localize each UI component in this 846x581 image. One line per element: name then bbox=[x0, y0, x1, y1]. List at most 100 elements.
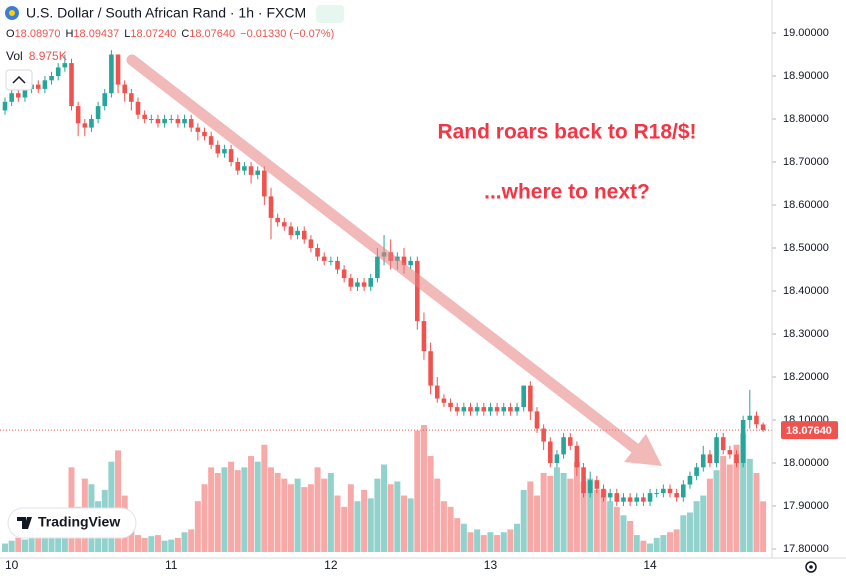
candle-body bbox=[69, 63, 74, 107]
volume-bar bbox=[700, 495, 707, 552]
volume-bar bbox=[633, 535, 640, 552]
volume-bar bbox=[460, 523, 467, 552]
candle-body bbox=[16, 93, 21, 98]
volume-bar bbox=[188, 529, 195, 552]
candle-body bbox=[135, 101, 141, 115]
volume-bar bbox=[520, 489, 527, 552]
volume-bar bbox=[8, 540, 15, 552]
volume-bar bbox=[307, 484, 314, 552]
volume-bar bbox=[746, 458, 753, 552]
candle-body bbox=[601, 488, 606, 498]
y-tick-label: 18.20000 bbox=[783, 371, 829, 383]
volume-bar bbox=[21, 539, 28, 552]
volume-bar bbox=[181, 532, 188, 552]
legend-key: O bbox=[6, 28, 15, 40]
candle-body bbox=[235, 162, 241, 171]
candle-body bbox=[607, 493, 613, 498]
volume-bar bbox=[135, 535, 141, 552]
volume-bar bbox=[361, 489, 368, 552]
collapse-icon bbox=[12, 75, 26, 84]
candle-body bbox=[215, 144, 221, 154]
volume-bar bbox=[600, 489, 607, 552]
candle-body bbox=[760, 424, 766, 431]
candle-body bbox=[548, 441, 553, 463]
candle-body bbox=[541, 428, 546, 442]
candle-body bbox=[661, 488, 666, 494]
volume-bar bbox=[407, 498, 414, 552]
candle-body bbox=[687, 475, 693, 485]
volume-bar bbox=[341, 506, 348, 552]
candle-body bbox=[301, 230, 307, 240]
x-tick-label: 11 bbox=[165, 558, 178, 572]
volume-bar bbox=[287, 484, 294, 552]
ohlc-legend: O 18.08970 H 18.09437 L 18.07240 C 18.07640 −0.0… bbox=[6, 28, 334, 40]
legend-value: 18.08970 bbox=[15, 28, 61, 40]
candle-body bbox=[747, 415, 753, 420]
candle-body bbox=[35, 84, 41, 89]
arrow-head bbox=[624, 434, 662, 466]
candle-body bbox=[614, 493, 620, 502]
candle-body bbox=[62, 63, 68, 68]
volume-bar bbox=[274, 472, 281, 552]
volume-bar bbox=[733, 444, 740, 552]
candle-body bbox=[408, 260, 413, 266]
volume-bar bbox=[580, 481, 587, 552]
volume-bar bbox=[35, 535, 42, 552]
candle-body bbox=[361, 282, 367, 287]
candle-body bbox=[115, 54, 121, 85]
volume-bar bbox=[48, 537, 55, 552]
candle-body bbox=[641, 497, 646, 502]
volume-bar bbox=[686, 512, 693, 552]
candle-body bbox=[2, 101, 8, 111]
x-tick-label: 13 bbox=[484, 558, 498, 572]
candle-body bbox=[448, 402, 453, 408]
candle-body bbox=[468, 407, 473, 412]
candle-body bbox=[162, 119, 167, 124]
volume-bar bbox=[507, 529, 514, 552]
volume-bar bbox=[487, 532, 494, 552]
volume-bar bbox=[553, 467, 560, 552]
volume-bar bbox=[627, 520, 634, 552]
volume-bar bbox=[420, 425, 427, 552]
candle-body bbox=[102, 93, 108, 107]
candle-body bbox=[155, 119, 161, 124]
volume-bar bbox=[128, 518, 135, 552]
legend-value: 18.07640 bbox=[189, 28, 235, 40]
volume-bar bbox=[367, 498, 374, 552]
candle-body bbox=[368, 278, 374, 287]
volume-bar bbox=[194, 501, 201, 552]
volume-bar bbox=[667, 532, 673, 552]
legend-key: L bbox=[124, 28, 130, 40]
axis-layer: 17.8000017.9000018.0000018.1000018.20000… bbox=[5, 27, 838, 572]
candle-body bbox=[308, 239, 314, 248]
logo-badge[interactable] bbox=[7, 507, 137, 539]
volume-bar bbox=[41, 537, 48, 552]
volume-bar bbox=[108, 461, 115, 552]
candle-body bbox=[734, 454, 739, 463]
settings-icon[interactable] bbox=[805, 561, 817, 573]
x-tick-label: 14 bbox=[643, 558, 657, 572]
status-badge[interactable] bbox=[316, 5, 345, 23]
arrow-shaft bbox=[126, 54, 646, 458]
legend-key: H bbox=[65, 28, 73, 40]
volume-bar bbox=[720, 456, 727, 552]
volume-bar bbox=[228, 461, 235, 552]
candle-body bbox=[421, 321, 427, 352]
y-tick-label: 18.70000 bbox=[783, 156, 829, 168]
logo-text: TradingView bbox=[38, 514, 120, 530]
volume-bar bbox=[61, 537, 68, 552]
collapse-button[interactable] bbox=[5, 69, 33, 91]
candle-body bbox=[441, 398, 447, 403]
candle-body bbox=[528, 385, 533, 412]
candle-body bbox=[315, 248, 320, 257]
legend-value: 18.09437 bbox=[73, 28, 119, 40]
y-tick-label: 18.30000 bbox=[783, 328, 829, 340]
volume-bar bbox=[414, 430, 421, 552]
candle-body bbox=[9, 93, 14, 102]
y-tick-label: 19.00000 bbox=[783, 27, 829, 39]
y-tick-label: 18.60000 bbox=[783, 199, 829, 211]
candle-body bbox=[282, 222, 287, 227]
candle-body bbox=[55, 67, 61, 76]
volume-bar bbox=[374, 478, 381, 552]
